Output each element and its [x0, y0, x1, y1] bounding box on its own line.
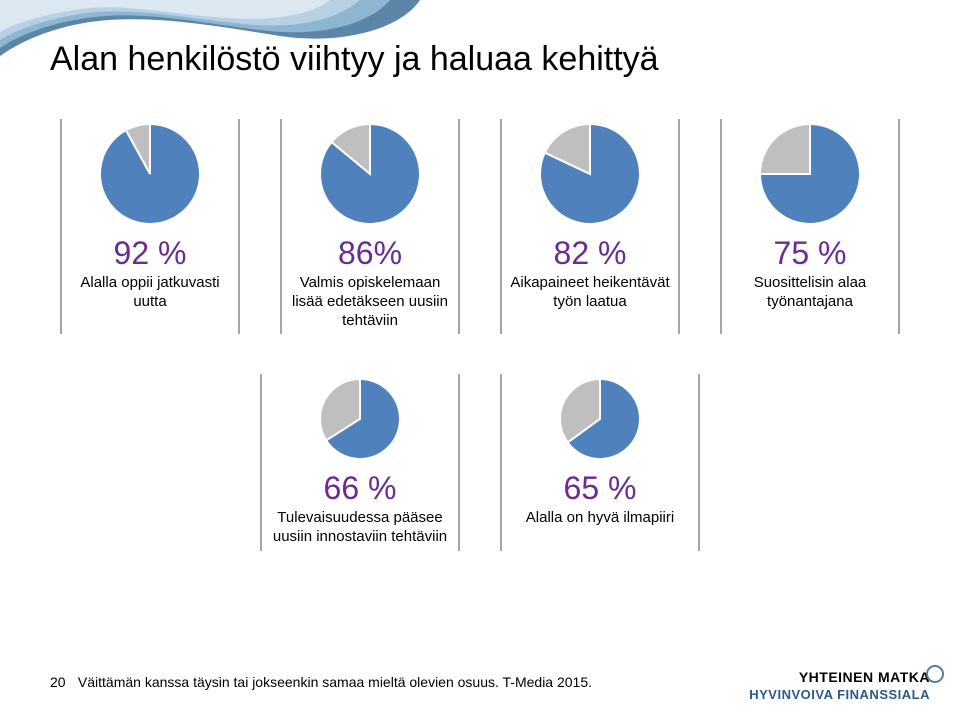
pie-label: Tulevaisuudessa pääsee uusiin innostavii…: [268, 509, 452, 547]
pie-item: 65 % Alalla on hyvä ilmapiiri: [500, 374, 700, 551]
pie-label: Suosittelisin alaa työnantajana: [728, 274, 892, 312]
pie-row-1: 92 %Alalla oppii jatkuvasti uutta 86%Val…: [50, 119, 910, 334]
percent-value: 66 %: [324, 470, 397, 507]
footnote: 20 Väittämän kanssa täysin tai jokseenki…: [50, 674, 592, 690]
pie-item: 92 %Alalla oppii jatkuvasti uutta: [60, 119, 240, 334]
slide-title: Alan henkilöstö viihtyy ja haluaa kehitt…: [50, 40, 910, 79]
slide: Alan henkilöstö viihtyy ja haluaa kehitt…: [0, 0, 960, 720]
pie-label: Valmis opiskelemaan lisää edetäkseen uus…: [288, 274, 452, 330]
percent-value: 86%: [338, 235, 402, 272]
percent-value: 75 %: [774, 235, 847, 272]
page-number: 20: [50, 674, 74, 690]
percent-value: 82 %: [554, 235, 627, 272]
percent-value: 92 %: [114, 235, 187, 272]
pie-item: 66 %Tulevaisuudessa pääsee uusiin innost…: [260, 374, 460, 551]
pie-chart: [315, 119, 425, 229]
pie-chart: [535, 119, 645, 229]
percent-value: 65 %: [564, 470, 637, 507]
pie-item: 86%Valmis opiskelemaan lisää edetäkseen …: [280, 119, 460, 334]
logo: YHTEINEN MATKA HYVINVOIVA FINANSSIALA: [749, 669, 930, 702]
pie-chart: [755, 119, 865, 229]
pie-row-2: 66 %Tulevaisuudessa pääsee uusiin innost…: [50, 374, 910, 551]
pie-chart: [315, 374, 405, 464]
pie-chart: [95, 119, 205, 229]
pie-chart: [555, 374, 645, 464]
pie-item: 75 %Suosittelisin alaa työnantajana: [720, 119, 900, 334]
logo-line-2: HYVINVOIVA FINANSSIALA: [749, 687, 930, 702]
footnote-text: Väittämän kanssa täysin tai jokseenkin s…: [78, 674, 592, 690]
pie-label: Alalla on hyvä ilmapiiri: [526, 509, 674, 528]
pie-item: 82 %Aikapaineet heikentävät työn laatua: [500, 119, 680, 334]
pie-label: Aikapaineet heikentävät työn laatua: [508, 274, 672, 312]
logo-line-1: YHTEINEN MATKA: [799, 669, 930, 685]
pie-label: Alalla oppii jatkuvasti uutta: [68, 274, 232, 312]
